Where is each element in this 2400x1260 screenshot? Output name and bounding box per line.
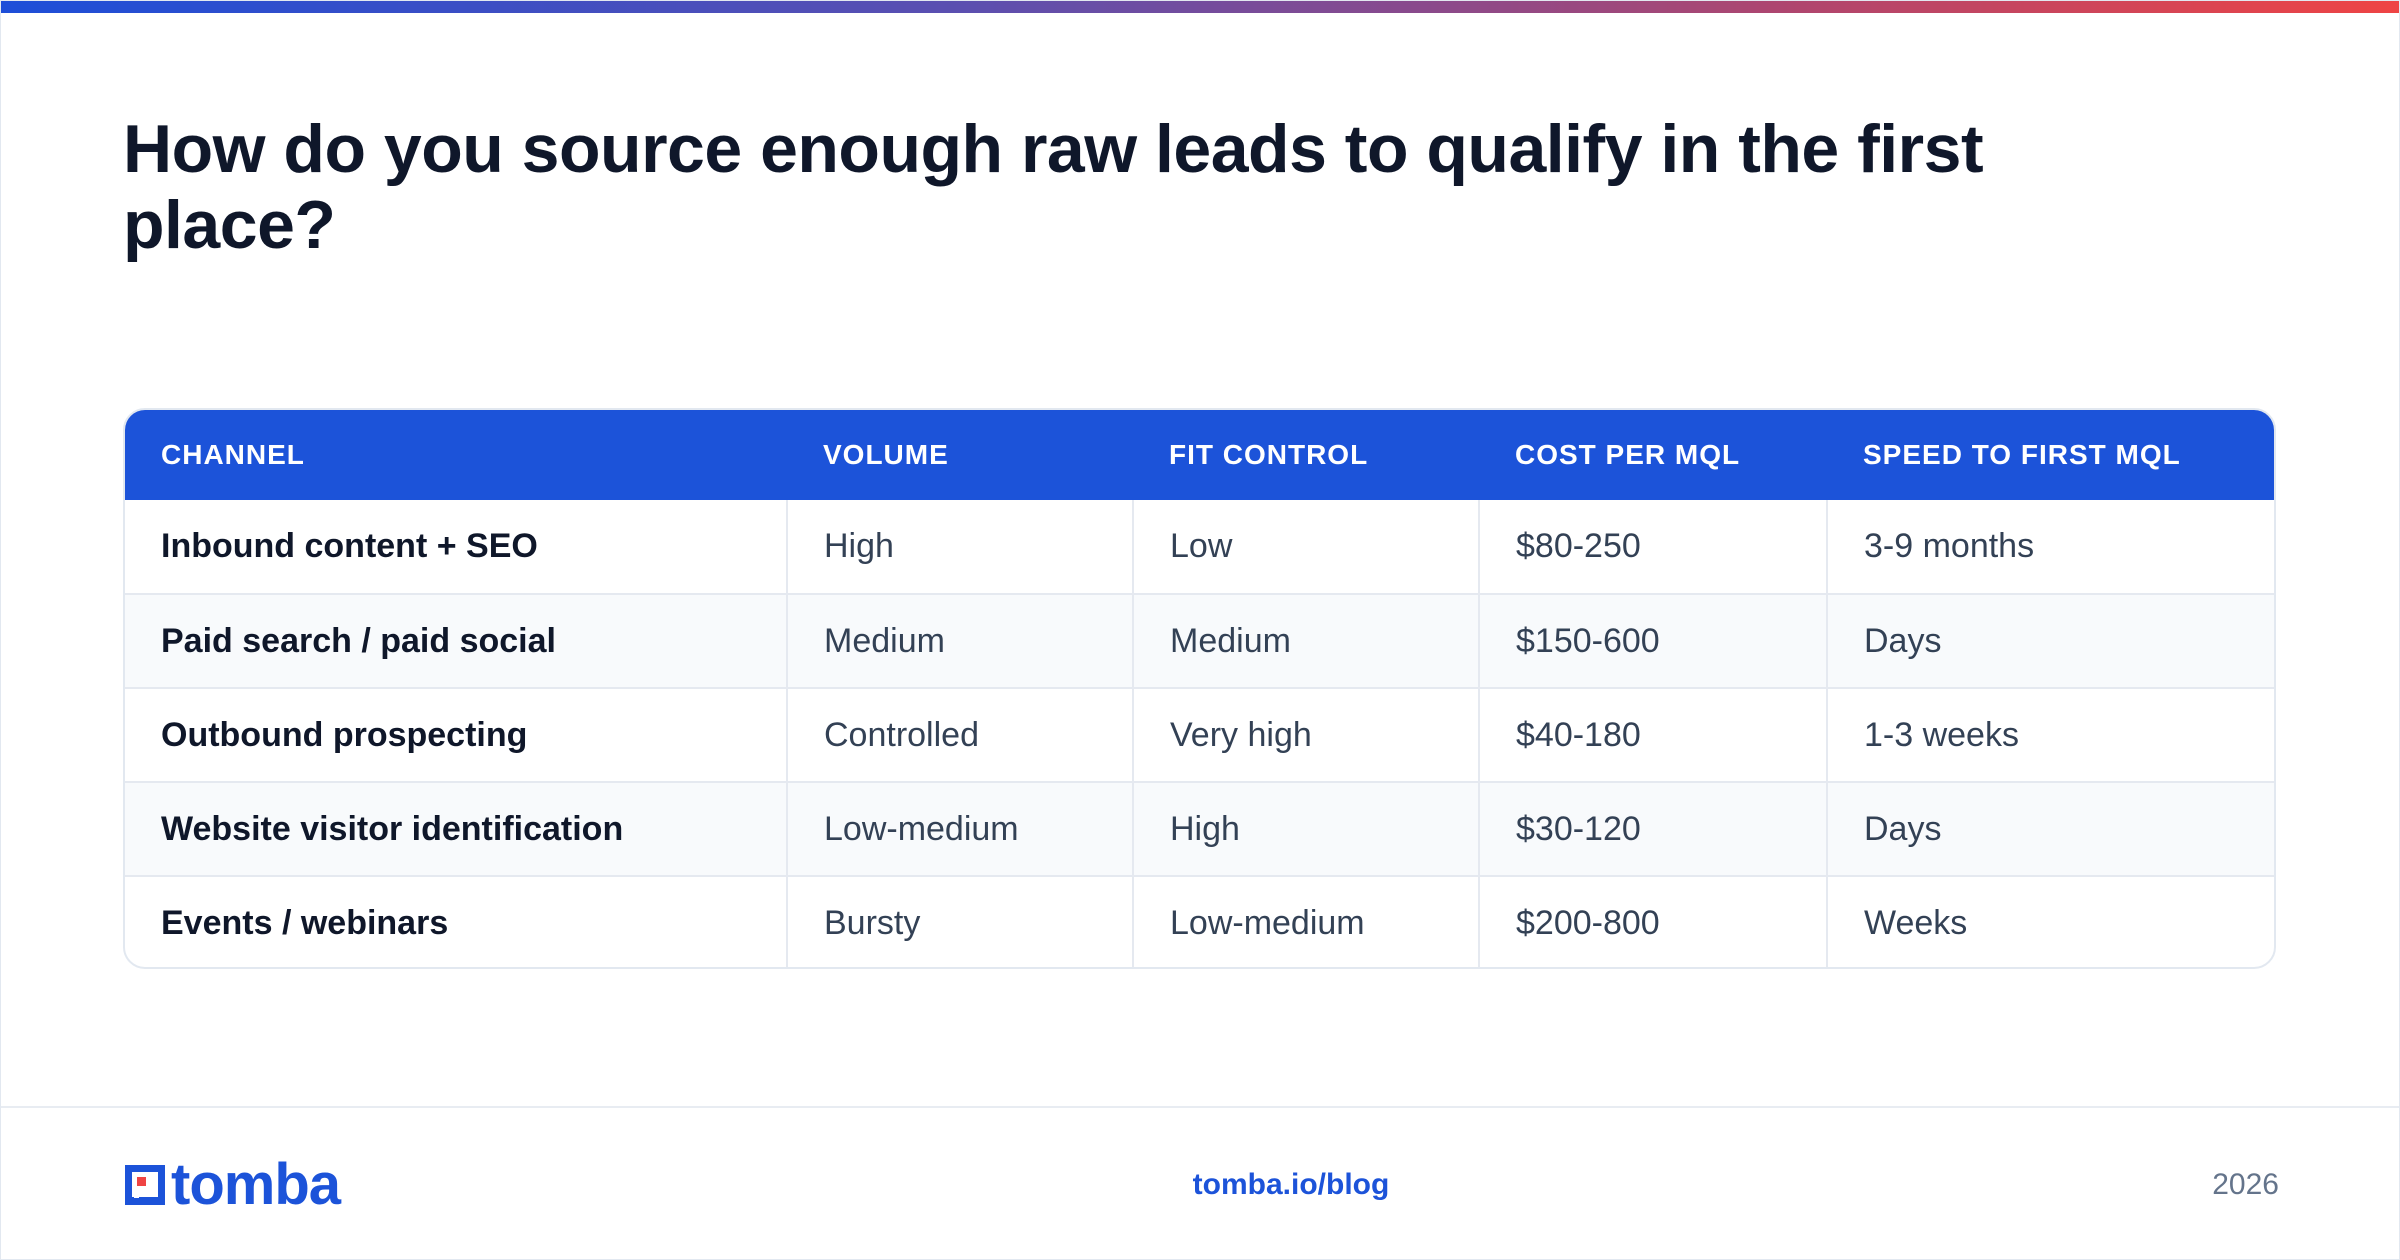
cell-fit-control: Very high [1132,687,1479,782]
page-title: How do you source enough raw leads to qu… [123,111,1984,263]
cell-channel: Inbound content + SEO [161,527,538,565]
table-row: Events / webinars Bursty Low-medium $200… [125,875,2274,967]
cell-channel: Outbound prospecting [125,687,787,782]
cell-cost-per-mql: $150-600 [1478,593,1827,688]
cell-cost-per-mql: $30-120 [1478,781,1827,876]
cell-speed: Days [1826,593,2274,688]
comparison-table: CHANNEL VOLUME FIT CONTROL COST PER MQL … [125,410,2274,967]
cell-cost-per-mql: $200-800 [1478,875,1827,967]
cell-speed: 3-9 months [1826,500,2274,594]
table-header: CHANNEL VOLUME FIT CONTROL COST PER MQL … [125,410,2274,500]
blog-link[interactable]: tomba.io/blog [1192,1168,1390,1201]
table-row: Paid search / paid social Medium Medium … [125,593,2274,688]
comparison-table-card: CHANNEL VOLUME FIT CONTROL COST PER MQL … [123,408,2276,969]
table-header-row: CHANNEL VOLUME FIT CONTROL COST PER MQL … [125,410,2274,500]
table-row: Outbound prospecting Controlled Very hig… [125,687,2274,782]
cell-cost-per-mql: $40-180 [1478,687,1827,782]
table-body: Inbound content + SEO High Low $80-250 3… [125,500,2274,967]
cell-channel: Website visitor identification [125,781,787,876]
cell-fit-control: Low [1132,500,1479,594]
cell-fit-control: High [1132,781,1479,876]
tomba-logo[interactable]: tomba [123,1152,341,1217]
table-row: Inbound content + SEO High Low $80-250 3… [125,500,2274,594]
cell-volume: Low-medium [786,781,1133,876]
gradient-top-bar [1,1,2399,13]
cell-channel: Events / webinars [125,875,787,967]
cell-volume: Controlled [786,687,1133,782]
cell-fit-control: Low-medium [1132,875,1479,967]
header-speed-to-first-mql: SPEED TO FIRST MQL [1863,439,2181,470]
footer: tomba tomba.io/blog 2026 [1,1106,2399,1259]
header-volume: VOLUME [823,439,949,470]
footer-year: 2026 [2212,1168,2279,1201]
tomba-logo-icon [123,1163,167,1207]
header-channel: CHANNEL [161,439,305,470]
header-cost-per-mql: COST PER MQL [1515,439,1741,470]
cell-speed: Days [1826,781,2274,876]
cell-speed: 1-3 weeks [1826,687,2274,782]
cell-volume: Bursty [786,875,1133,967]
table-row: Website visitor identification Low-mediu… [125,781,2274,876]
cell-channel: Paid search / paid social [125,593,787,688]
cell-volume: Medium [786,593,1133,688]
cell-cost-per-mql: $80-250 [1478,500,1827,594]
logo-wordmark: tomba [171,1152,341,1217]
header-fit-control: FIT CONTROL [1169,439,1369,470]
cell-fit-control: Medium [1132,593,1479,688]
cell-volume: High [786,500,1133,594]
cell-speed: Weeks [1826,875,2274,967]
